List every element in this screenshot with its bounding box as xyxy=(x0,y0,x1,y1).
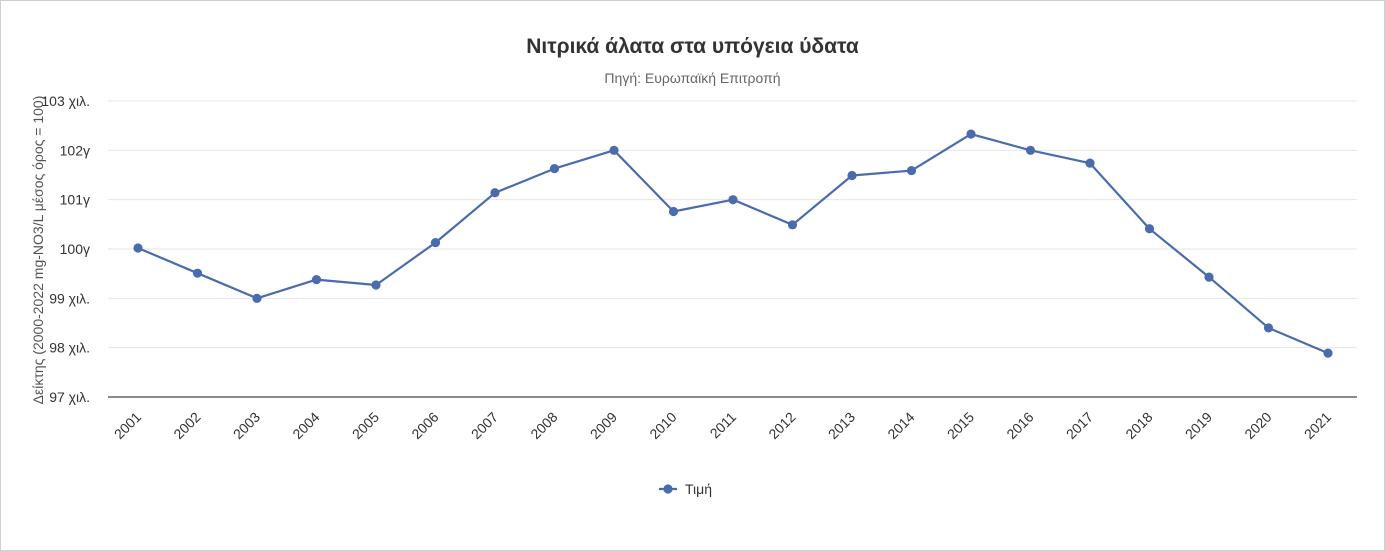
y-tick-label: 103 χιλ. xyxy=(41,93,90,109)
data-point xyxy=(728,195,738,205)
x-tick-label: 2007 xyxy=(468,409,501,442)
x-tick-label: 2004 xyxy=(289,409,322,442)
data-point xyxy=(549,163,560,174)
y-tick-label: 101γ xyxy=(60,192,90,208)
legend-label: Τιμή xyxy=(685,481,712,497)
data-point xyxy=(1085,158,1095,168)
data-point xyxy=(311,274,322,285)
data-point xyxy=(787,220,798,230)
x-tick-label: 2005 xyxy=(349,409,382,442)
x-tick-label: 2013 xyxy=(825,409,858,442)
y-tick-label: 99 χιλ. xyxy=(49,290,90,306)
data-point xyxy=(1204,272,1214,282)
x-tick-label: 2015 xyxy=(944,409,977,442)
x-tick-label: 2014 xyxy=(884,409,917,442)
data-point xyxy=(490,188,500,198)
data-point xyxy=(1025,145,1036,155)
data-point xyxy=(1144,224,1155,234)
y-tick-label: 102γ xyxy=(60,142,90,158)
x-tick-label: 2021 xyxy=(1301,409,1334,442)
data-point xyxy=(371,280,381,290)
x-tick-label: 2018 xyxy=(1122,409,1155,442)
x-tick-label: 2001 xyxy=(111,409,144,442)
x-axis-ticks: 2001 2002 2003 2004 2005 2006 2007 2008 2009 2010… xyxy=(111,409,1334,442)
data-point xyxy=(1263,323,1274,333)
series-group xyxy=(133,129,1333,358)
y-axis-title: Δείκτης (2000-2022 mg-NO3/L μέσος όρος =… xyxy=(30,96,46,405)
data-point xyxy=(1323,348,1333,358)
data-point xyxy=(609,145,619,155)
x-tick-label: 2019 xyxy=(1182,409,1215,442)
chart-subtitle: Πηγή: Ευρωπαϊκή Επιτροπή xyxy=(604,70,781,86)
x-tick-label: 2011 xyxy=(707,409,740,442)
x-tick-label: 2012 xyxy=(765,409,798,442)
data-point xyxy=(430,237,441,248)
x-tick-label: 2009 xyxy=(587,409,620,442)
data-point xyxy=(906,165,917,176)
x-tick-label: 2008 xyxy=(527,409,560,442)
chart-title: Νιτρικά άλατα στα υπόγεια ύδατα xyxy=(526,35,859,58)
data-point xyxy=(966,129,976,139)
data-point xyxy=(847,170,857,181)
legend[interactable]: Τιμή xyxy=(659,481,712,497)
series-line xyxy=(137,133,1329,355)
x-tick-label: 2017 xyxy=(1063,409,1096,442)
x-tick-label: 2006 xyxy=(408,409,441,442)
y-axis-ticks: 103 χιλ. 102γ 101γ 100γ 99 χιλ. 98 χιλ. 97 χιλ… xyxy=(41,93,90,405)
legend-marker-icon xyxy=(663,484,673,494)
x-tick-label: 2020 xyxy=(1241,409,1274,442)
x-tick-label: 2010 xyxy=(646,409,679,442)
y-tick-label: 98 χιλ. xyxy=(49,340,90,356)
y-tick-label: 97 χιλ. xyxy=(49,389,90,405)
data-point xyxy=(668,206,679,217)
y-tick-label: 100γ xyxy=(60,241,90,257)
x-tick-label: 2003 xyxy=(230,409,263,442)
x-tick-label: 2016 xyxy=(1003,409,1036,442)
gridlines xyxy=(108,100,1357,398)
data-point xyxy=(133,243,143,253)
data-point xyxy=(192,268,203,278)
data-point xyxy=(252,293,262,303)
x-tick-label: 2002 xyxy=(170,409,203,442)
